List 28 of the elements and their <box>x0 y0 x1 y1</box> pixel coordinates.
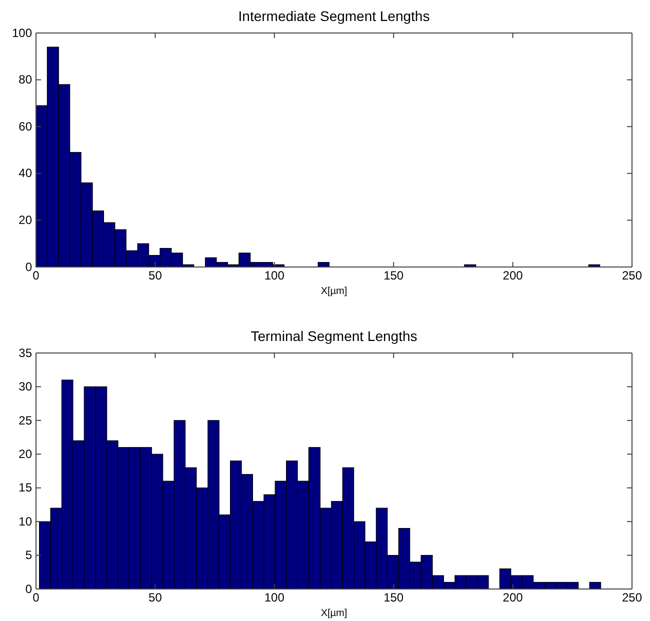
x-tick-label: 100 <box>264 268 285 283</box>
x-axis-title: X[µm] <box>320 608 348 619</box>
x-tick-label: 150 <box>384 590 404 605</box>
x-tick-label: 250 <box>622 590 642 605</box>
chart-title: Intermediate Segment Lengths <box>238 8 430 24</box>
x-tick-label: 200 <box>502 268 524 283</box>
x-tick-label: 200 <box>502 590 524 605</box>
x-tick-label: 150 <box>384 268 404 283</box>
x-tick-label: 50 <box>148 590 162 605</box>
chart-title: Terminal Segment Lengths <box>250 328 418 344</box>
y-tick-label: 80 <box>18 72 32 87</box>
x-tick-label: 250 <box>622 268 642 283</box>
y-tick-label: 60 <box>18 119 32 134</box>
y-tick-label: 40 <box>18 166 32 180</box>
x-axis-title: X[µm] <box>320 286 348 297</box>
y-tick-label: 10 <box>18 514 32 528</box>
x-tick-label: 100 <box>264 590 285 605</box>
y-tick-label: 20 <box>18 213 32 228</box>
y-tick-label: 5 <box>25 548 32 562</box>
x-tick-label: 50 <box>148 268 162 283</box>
y-tick-label: 20 <box>18 446 32 461</box>
y-tick-label: 0 <box>25 582 32 596</box>
y-tick-label: 15 <box>18 480 32 495</box>
y-tick-label: 30 <box>18 380 32 394</box>
y-tick-label: 25 <box>18 413 32 428</box>
y-tick-label: 35 <box>18 346 32 360</box>
y-tick-label: 100 <box>12 26 32 40</box>
y-tick-label: 0 <box>25 260 32 274</box>
